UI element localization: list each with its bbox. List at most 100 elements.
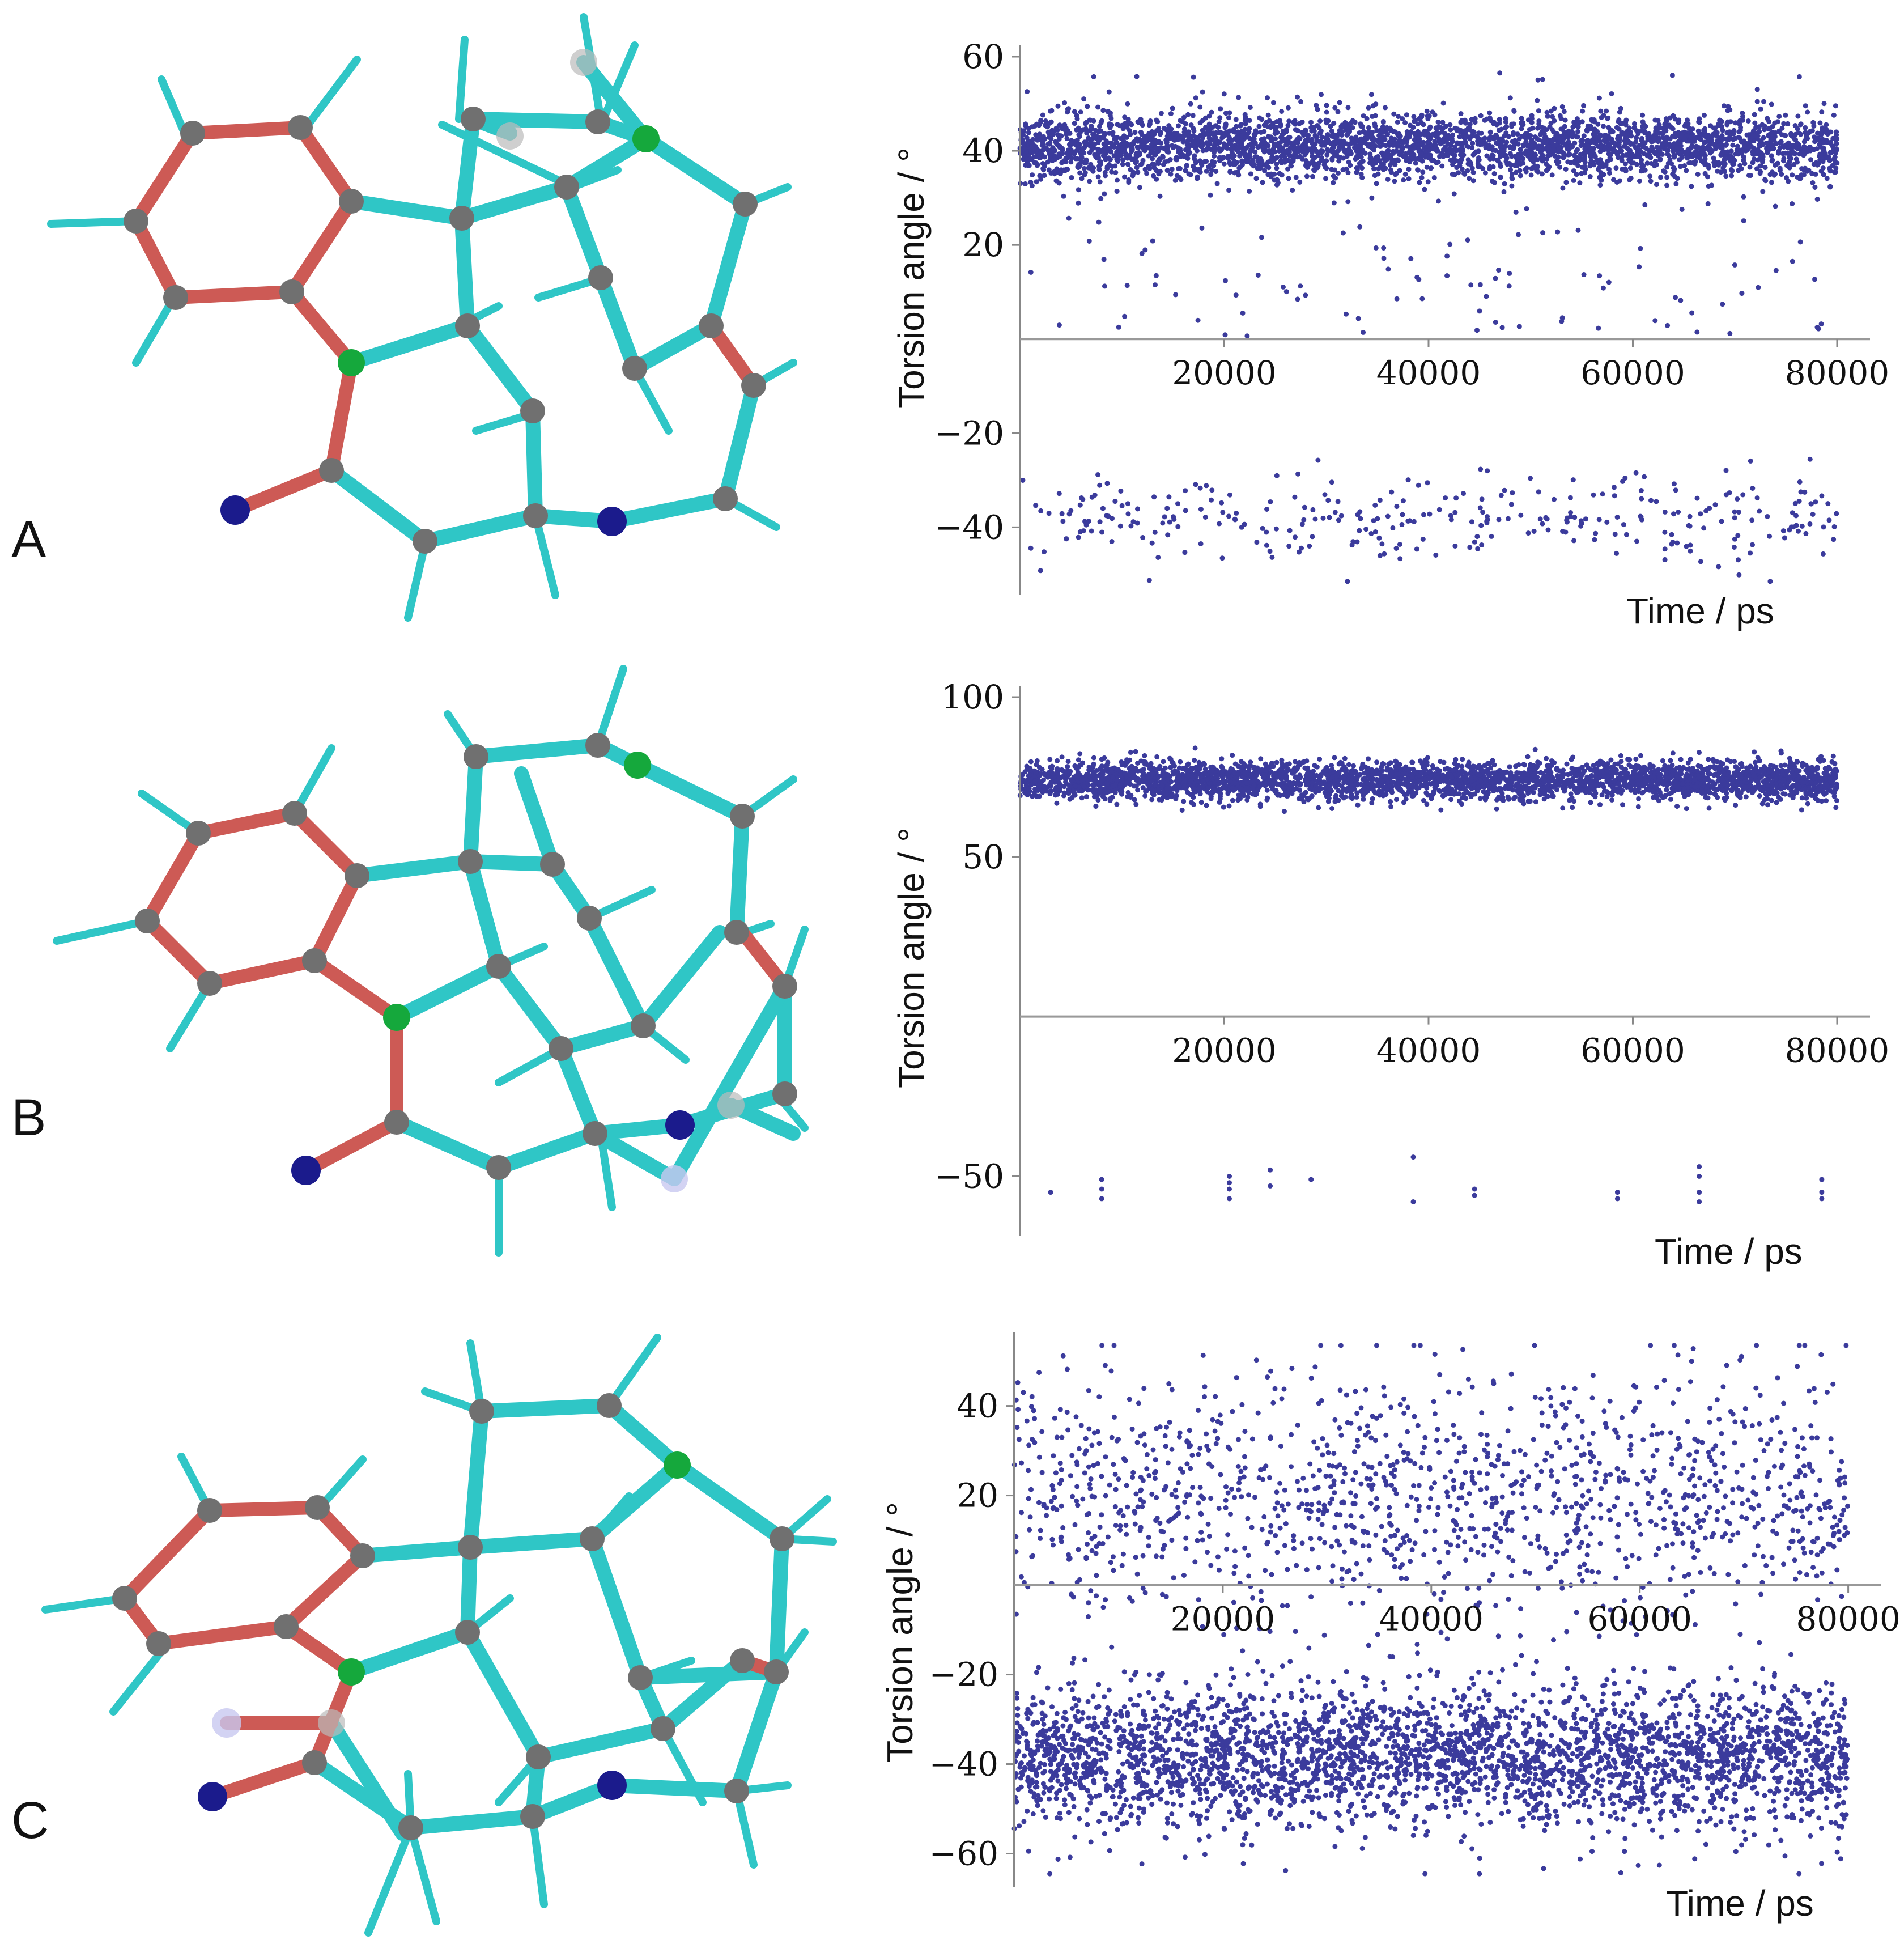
- data-point: [1076, 187, 1081, 193]
- data-point: [1574, 148, 1579, 154]
- data-point: [1130, 169, 1136, 175]
- data-point: [1043, 118, 1048, 124]
- data-point: [1540, 521, 1545, 527]
- data-point: [1150, 156, 1155, 162]
- data-point: [1773, 171, 1778, 177]
- data-point: [1190, 113, 1196, 118]
- data-point: [1292, 494, 1298, 500]
- data-point: [1474, 534, 1480, 540]
- data-point: [1222, 332, 1228, 338]
- data-point: [1654, 130, 1660, 135]
- data-point: [1430, 146, 1436, 152]
- data-point: [1260, 180, 1265, 185]
- data-point: [1297, 787, 1303, 793]
- data-point: [1536, 108, 1541, 114]
- data-point: [1818, 144, 1824, 150]
- data-point: [1803, 530, 1809, 536]
- data-point: [1509, 124, 1515, 129]
- data-point: [1325, 498, 1331, 503]
- data-point: [1631, 121, 1637, 126]
- data-point: [1107, 121, 1112, 127]
- data-point: [1139, 161, 1145, 167]
- data-point: [1154, 176, 1159, 182]
- data-point: [1234, 136, 1239, 142]
- data-point: [1410, 125, 1416, 130]
- data-point: [1234, 510, 1239, 516]
- data-point: [1415, 167, 1421, 173]
- data-point: [1055, 103, 1061, 109]
- data-point: [1784, 163, 1790, 168]
- data-point: [1828, 184, 1833, 189]
- data-point: [1033, 503, 1039, 508]
- data-point: [1104, 165, 1110, 171]
- data-point: [1638, 149, 1643, 155]
- data-point: [1332, 755, 1337, 761]
- data-point: [1403, 154, 1409, 160]
- data-point: [1571, 152, 1577, 158]
- data-point: [1057, 154, 1062, 159]
- data-point: [1381, 156, 1387, 162]
- data-point: [1042, 122, 1048, 128]
- data-point: [1682, 123, 1688, 129]
- data-point: [1331, 145, 1337, 150]
- data-point: [1595, 160, 1601, 165]
- data-point: [1375, 516, 1380, 521]
- data-point: [1324, 120, 1329, 126]
- data-point: [1046, 511, 1052, 516]
- data-point: [1376, 535, 1382, 541]
- data-point: [1549, 172, 1555, 178]
- data-point: [1048, 135, 1054, 141]
- data-point: [1345, 579, 1350, 584]
- data-point: [1694, 143, 1699, 149]
- data-point: [1601, 285, 1606, 291]
- data-point: [1386, 761, 1392, 767]
- data-point: [1470, 169, 1476, 175]
- data-point: [1255, 145, 1261, 150]
- data-point: [1785, 121, 1791, 126]
- data-point: [1608, 152, 1613, 158]
- data-point: [1022, 153, 1027, 159]
- data-point: [1420, 169, 1426, 175]
- data-point: [1766, 147, 1771, 153]
- data-point: [1077, 170, 1083, 176]
- data-point: [1579, 171, 1584, 176]
- data-point: [1303, 150, 1309, 156]
- data-point: [1807, 456, 1813, 462]
- data-point: [1689, 310, 1695, 316]
- data-point: [1370, 140, 1376, 146]
- data-point: [1692, 138, 1697, 144]
- data-point: [1667, 153, 1672, 159]
- data-point: [1048, 108, 1053, 114]
- data-point: [1402, 120, 1408, 125]
- data-point: [1355, 512, 1361, 517]
- data-point: [1297, 549, 1302, 555]
- data-point: [1580, 108, 1586, 114]
- data-point: [1702, 112, 1707, 118]
- data-point: [1193, 159, 1198, 164]
- data-point: [1719, 519, 1724, 524]
- data-point: [1757, 508, 1762, 514]
- data-point: [1831, 537, 1837, 542]
- data-point: [1106, 513, 1111, 519]
- data-point: [1171, 516, 1177, 522]
- data-point: [1223, 121, 1229, 127]
- data-point: [1409, 150, 1414, 155]
- data-point: [1562, 117, 1568, 123]
- data-point: [1124, 283, 1130, 288]
- data-point: [1274, 182, 1280, 188]
- data-point: [1737, 147, 1743, 153]
- data-point: [1519, 126, 1524, 131]
- data-point: [1395, 119, 1400, 125]
- data-point: [1247, 154, 1253, 160]
- data-point: [1574, 172, 1579, 177]
- panel-b: B: [0, 652, 1904, 1292]
- data-point: [1066, 215, 1072, 221]
- data-point: [1285, 105, 1291, 111]
- data-point: [1406, 176, 1412, 181]
- data-point: [1100, 153, 1106, 159]
- data-point: [1820, 140, 1826, 146]
- data-point: [1796, 528, 1801, 534]
- data-point: [1211, 163, 1217, 168]
- data-point: [1244, 333, 1250, 339]
- data-point: [1683, 151, 1689, 157]
